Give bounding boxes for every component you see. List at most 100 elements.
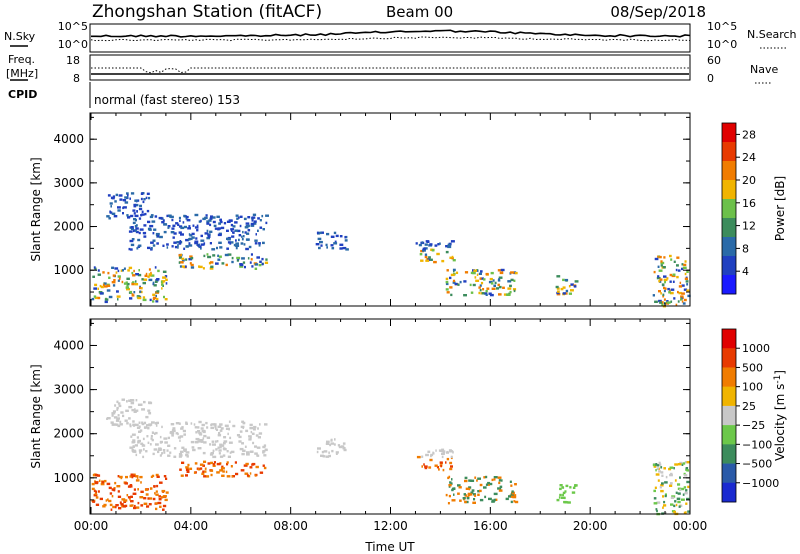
data-cell [250, 430, 253, 434]
data-cell [243, 217, 247, 221]
data-cell [489, 482, 493, 486]
data-cell [97, 273, 101, 276]
data-cell [486, 287, 490, 290]
noise-right-tick-top: 10^5 [707, 20, 737, 33]
data-cell [226, 463, 229, 466]
data-cell [131, 227, 134, 231]
data-cell [556, 498, 560, 502]
data-cell [342, 246, 347, 250]
data-cell [326, 232, 330, 236]
data-cell [235, 244, 240, 247]
data-cell [669, 280, 672, 283]
data-cell [135, 280, 137, 283]
data-cell [141, 421, 144, 424]
data-cell [490, 282, 494, 285]
data-cell [333, 231, 337, 235]
data-cell [114, 200, 117, 203]
data-cell [111, 488, 115, 491]
data-cell [139, 228, 144, 231]
data-cell [254, 445, 257, 448]
data-cell [464, 479, 468, 483]
data-cell [506, 293, 511, 296]
data-cell [206, 220, 210, 223]
data-cell [118, 277, 121, 280]
y-tick-label: 1000 [53, 471, 84, 485]
data-cell [669, 484, 673, 487]
data-cell [498, 285, 502, 289]
data-cell [470, 491, 474, 494]
data-cell [126, 277, 130, 280]
data-cell [139, 429, 143, 432]
data-cell [682, 493, 685, 496]
data-cell [434, 464, 438, 467]
data-cell [152, 232, 155, 235]
data-cell [100, 285, 104, 289]
data-cell [205, 214, 208, 217]
data-cell [485, 272, 489, 276]
data-cell [511, 490, 514, 493]
data-cell [115, 423, 119, 426]
data-cell [483, 486, 487, 489]
data-cell [128, 266, 133, 270]
data-cell [159, 481, 163, 484]
data-cell [143, 426, 148, 429]
data-cell [665, 475, 668, 479]
data-cell [181, 265, 185, 268]
data-cell [122, 206, 124, 210]
data-cell [148, 196, 151, 200]
data-cell [449, 256, 452, 259]
data-cell [465, 487, 469, 490]
data-cell [669, 289, 671, 292]
data-cell [118, 404, 122, 408]
data-cell [502, 286, 505, 289]
data-cell [574, 484, 577, 487]
data-cell [681, 300, 684, 303]
data-cell [175, 222, 179, 225]
data-cell [223, 442, 226, 445]
data-cell [136, 247, 139, 250]
data-cell [658, 461, 661, 465]
data-cell [556, 293, 561, 296]
data-cell [449, 286, 453, 289]
data-cell [427, 450, 431, 453]
data-cell [202, 430, 205, 433]
data-cell [167, 454, 171, 457]
data-cell [202, 437, 205, 440]
data-cell [136, 506, 140, 509]
data-cell [210, 215, 214, 218]
data-cell [217, 227, 222, 230]
data-cell [424, 255, 428, 259]
data-cell [663, 467, 666, 470]
data-cell [114, 267, 119, 270]
data-cell [123, 499, 128, 502]
data-cell [154, 266, 157, 269]
data-cell [126, 192, 129, 195]
data-cell [214, 427, 217, 430]
data-cell [212, 443, 216, 446]
data-cell [676, 497, 681, 500]
data-cell [243, 243, 246, 246]
data-cell [439, 242, 441, 245]
data-cell [131, 504, 134, 507]
data-cell [249, 472, 252, 475]
data-cell [199, 265, 203, 269]
data-cell [686, 283, 689, 286]
data-cell [200, 427, 204, 430]
data-cell [253, 428, 256, 431]
data-cell [140, 490, 144, 493]
data-cell [227, 455, 231, 458]
data-cell [122, 414, 125, 418]
data-cell [663, 286, 666, 290]
data-cell [152, 281, 155, 284]
data-cell [262, 228, 265, 231]
data-cell [488, 292, 492, 295]
data-cell [249, 261, 252, 264]
data-cell [445, 245, 448, 248]
data-cell [437, 243, 440, 246]
data-cell [156, 475, 160, 478]
data-cell [124, 196, 128, 199]
data-cell [447, 502, 450, 505]
data-cell [226, 461, 229, 464]
data-cell [219, 443, 223, 446]
data-cell [201, 423, 205, 427]
